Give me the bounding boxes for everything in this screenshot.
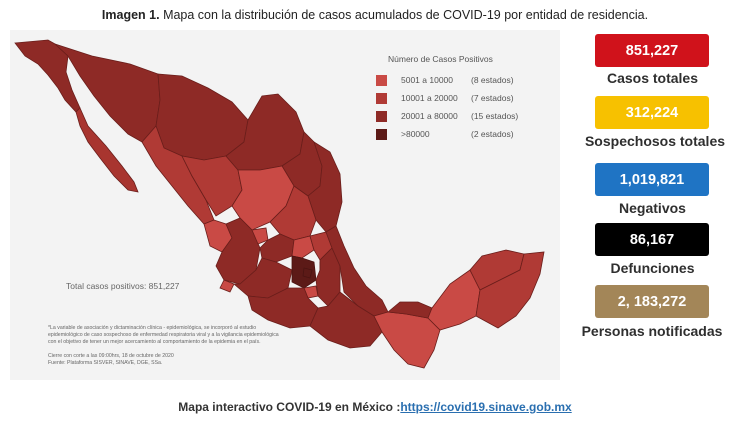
stat-box-defunciones: 86,167 <box>595 223 709 256</box>
legend-count: (8 estados) <box>471 75 514 85</box>
stat-box-sospechosos: 312,224 <box>595 96 709 129</box>
map-legend: Número de Casos Positivos 5001 a 10000 (… <box>376 54 518 143</box>
legend-item-2: 10001 a 20000 (7 estados) <box>376 89 518 107</box>
legend-range: 5001 a 10000 <box>401 75 453 85</box>
interactive-map-link[interactable]: https://covid19.sinave.gob.mx <box>400 400 572 414</box>
state-colima[interactable] <box>219 279 235 293</box>
state-baja-california-sur[interactable] <box>75 107 139 193</box>
legend-item-1: 5001 a 10000 (8 estados) <box>376 71 518 89</box>
state-quintana-roo[interactable] <box>475 251 545 329</box>
legend-count: (15 estados) <box>471 111 519 121</box>
map-panel: Número de Casos Positivos 5001 a 10000 (… <box>10 30 560 380</box>
legend-swatch <box>376 110 387 122</box>
stat-label-sospechosos: Sospechosos totales <box>584 133 726 149</box>
footnote-line: con el objetivo de tener un mejor acerca… <box>48 339 261 345</box>
state-sinaloa[interactable] <box>141 125 215 225</box>
state-guanajuato[interactable] <box>259 233 295 263</box>
state-campeche[interactable] <box>427 269 481 331</box>
legend-swatch <box>376 92 387 104</box>
source-line: Cierre con corte a las 09:00hrs, 18 de o… <box>48 353 174 359</box>
legend-count: (2 estados) <box>471 129 514 139</box>
legend-item-4: >80000 (2 estados) <box>376 125 518 143</box>
footer-text: Mapa interactivo COVID-19 en México : <box>178 400 401 414</box>
stat-box-casos-totales: 851,227 <box>595 34 709 67</box>
footnote-line: epidemiológico de caso sospechoso de enf… <box>48 332 279 338</box>
legend-count: (7 estados) <box>471 93 514 103</box>
figure-title: Imagen 1. Mapa con la distribución de ca… <box>0 8 750 22</box>
stat-label-defunciones: Defunciones <box>610 260 695 276</box>
map-footnote: *La variable de asociación y dictaminaci… <box>48 325 348 367</box>
footnote-line: *La variable de asociación y dictaminaci… <box>48 325 257 331</box>
legend-range: 20001 a 80000 <box>401 111 458 121</box>
source-line: Fuente: Plataforma SISVER, SINAVE, DGE, … <box>48 360 163 366</box>
legend-swatch <box>376 74 387 86</box>
state-cdmx[interactable] <box>302 267 313 279</box>
state-queretaro[interactable] <box>291 235 315 259</box>
mexico-map[interactable] <box>10 30 560 380</box>
stat-label-negativos: Negativos <box>619 200 686 216</box>
figure-title-bold: Imagen 1. <box>101 8 160 22</box>
stat-box-personas-notificadas: 2, 183,272 <box>595 285 709 318</box>
stat-label-personas-notificadas: Personas notificadas <box>581 323 723 339</box>
footer: Mapa interactivo COVID-19 en México :htt… <box>0 400 750 414</box>
legend-item-3: 20001 a 80000 (15 estados) <box>376 107 518 125</box>
stat-box-negativos: 1,019,821 <box>595 163 709 196</box>
legend-range: 10001 a 20000 <box>401 93 458 103</box>
figure-title-rest: Mapa con la distribución de casos acumul… <box>159 8 649 22</box>
state-chihuahua[interactable] <box>155 73 249 161</box>
state-michoacan[interactable] <box>232 257 293 299</box>
legend-swatch <box>376 128 387 140</box>
legend-title: Número de Casos Positivos <box>388 54 493 64</box>
stat-label-casos-totales: Casos totales <box>606 70 699 86</box>
legend-range: >80000 <box>401 129 430 139</box>
total-positive-cases-text: Total casos positivos: 851,227 <box>66 281 180 291</box>
